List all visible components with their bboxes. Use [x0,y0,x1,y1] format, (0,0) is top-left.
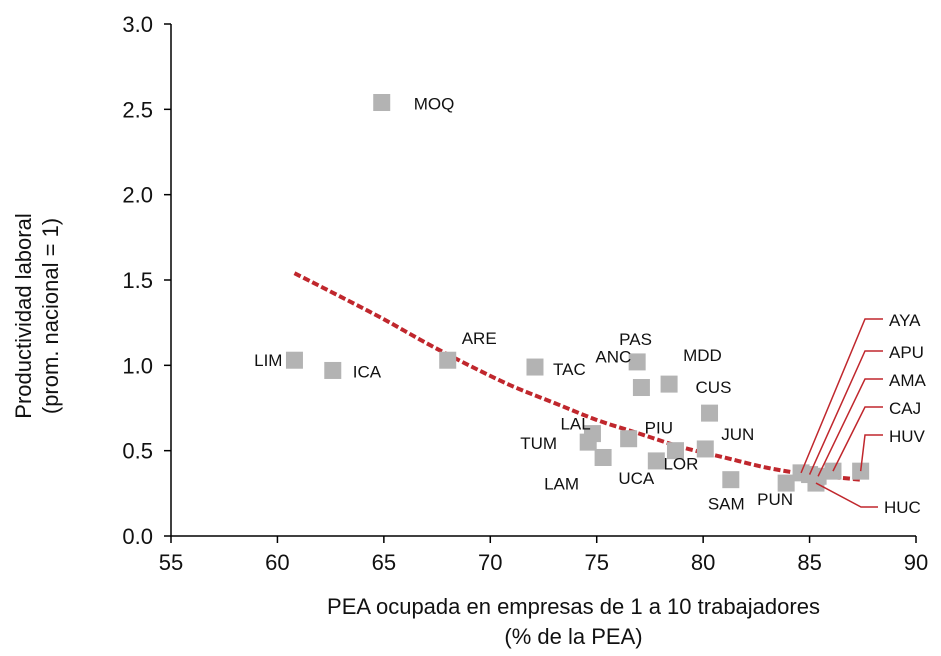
y-tick-label: 3.0 [122,12,153,37]
leader-line [815,482,878,508]
leader-line [859,434,883,472]
data-point-jun [696,440,714,458]
data-point-pas [628,353,646,371]
axes [170,24,916,537]
data-point-pun [777,474,795,492]
data-point-ica [324,361,342,379]
point-label: PUN [757,490,793,509]
point-label: HUV [889,427,926,446]
x-tick-label: 60 [265,550,289,575]
leader-line [832,406,883,472]
x-tick-label: 55 [159,550,183,575]
data-point-uca [647,452,665,470]
data-point-lam [594,448,612,466]
x-tick-label: 80 [691,550,715,575]
x-axis-title-line-2: (% de la PEA) [504,624,642,649]
ticks: 0.0 0.5 1.0 1.5 2.0 2.5 3.0 55 60 65 70 75 80 85 90 [122,12,928,575]
data-point-cus [701,404,719,422]
data-point-tum [579,433,597,451]
y-tick-label: 2.0 [122,183,153,208]
y-axis-title-line-2: (prom. nacional = 1) [38,218,63,414]
point-label: LOR [663,455,698,474]
data-point-anc [632,379,650,397]
point-label: HUC [884,498,921,517]
point-label: LAM [544,474,579,493]
x-tick-label: 65 [372,550,396,575]
x-tick-label: 85 [797,550,821,575]
point-label: PAS [619,330,652,349]
y-tick-label: 0.5 [122,439,153,464]
point-label: TAC [553,360,586,379]
point-label: JUN [721,425,754,444]
y-tick-label: 1.0 [122,353,153,378]
point-label: LIM [254,351,282,370]
point-label: MDD [683,346,722,365]
point-label: ANC [595,348,631,367]
x-axis-title-line-1: PEA ocupada en empresas de 1 a 10 trabaj… [327,594,820,619]
data-point-moq [373,94,391,112]
leader-line [800,318,883,474]
data-point-piu [620,430,638,448]
x-tick-label: 70 [478,550,502,575]
point-label: TUM [520,434,557,453]
x-tick-label: 90 [904,550,928,575]
trendline-layer [293,271,861,482]
point-label: UCA [618,469,655,488]
point-label: ARE [462,329,497,348]
point-label: AYA [889,311,921,330]
data-point-lim [285,351,303,369]
data-point-sam [722,471,740,489]
y-tick-label: 2.5 [122,97,153,122]
point-label: SAM [708,495,745,514]
y-tick-label: 0.0 [122,524,153,549]
axis-titles: PEA ocupada en empresas de 1 a 10 trabaj… [11,213,820,649]
point-label: LAL [560,415,590,434]
data-point-tac [526,358,544,376]
data-point-lor [666,442,684,460]
trendline [293,271,861,482]
y-tick-label: 1.5 [122,268,153,293]
point-label: PIU [645,419,673,438]
point-label: MOQ [414,95,455,114]
data-point-mdd [660,375,678,393]
y-axis-title-line-1: Productividad laboral [11,213,36,418]
point-label: ICA [353,362,382,381]
data-point-are [439,351,457,369]
leader-line [808,350,883,475]
x-tick-label: 75 [584,550,608,575]
point-label: APU [889,343,924,362]
leader-line [817,378,883,477]
point-label: CAJ [889,399,921,418]
points-layer [285,94,870,492]
point-label: AMA [889,371,927,390]
point-label: CUS [696,378,732,397]
